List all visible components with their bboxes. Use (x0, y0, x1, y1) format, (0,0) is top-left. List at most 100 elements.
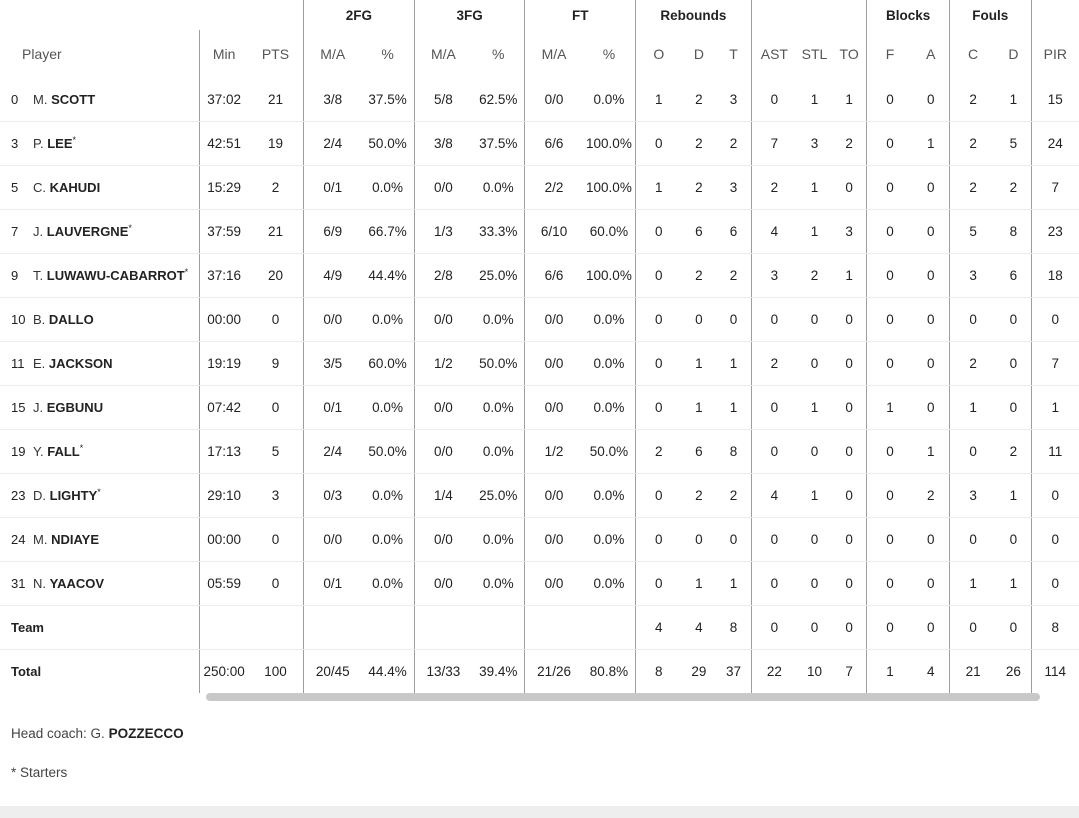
stat-blk-a: 1 (912, 121, 950, 166)
player-surname: YAACOV (49, 576, 105, 591)
player-name-link[interactable]: M. NDIAYE (33, 532, 99, 547)
horizontal-scrollbar[interactable] (206, 693, 1040, 701)
col-header-blk-f[interactable]: F (866, 30, 913, 78)
stat-fg2-pct: 60.0% (361, 341, 415, 386)
jersey-number: 23 (11, 488, 26, 503)
stat-foul-c: 3 (948, 473, 997, 518)
stat-stl: 1 (797, 385, 832, 430)
stat-reb-o: 8 (635, 649, 682, 693)
player-name-link[interactable]: T. LUWAWU-CABARROT* (33, 267, 188, 283)
col-header-blk-a[interactable]: A (926, 46, 936, 62)
stat-foul-c: 3 (948, 253, 997, 298)
col-header-min[interactable]: Min (199, 30, 248, 78)
col-header-2fg-ma[interactable]: M/A (303, 30, 362, 78)
player-name-link[interactable]: C. KAHUDI (33, 180, 100, 195)
stat-fg3-pct: 25.0% (472, 473, 525, 518)
col-header-player[interactable]: Player (22, 46, 62, 62)
stat-pts: 3 (247, 473, 304, 518)
group-header-empty (750, 0, 867, 30)
col-header-foul-d[interactable]: D (1008, 46, 1019, 62)
stat-pts: 0 (247, 561, 304, 606)
stat-reb-o: 0 (635, 341, 682, 386)
player-name-link[interactable]: M. SCOTT (33, 92, 95, 107)
player-row: 23 D. LIGHTY* 29:10 3 0/3 0.0% 1/4 25.0% 0/0 0.0%… (0, 473, 1079, 518)
stat-pir: 15 (1030, 78, 1079, 122)
stat-blk-f: 0 (866, 605, 913, 650)
player-name-link[interactable]: N. YAACOV (33, 576, 104, 591)
player-name-link[interactable]: B. DALLO (33, 312, 94, 327)
stat-fg2-pct: 66.7% (361, 209, 415, 254)
col-header-ft-ma[interactable]: M/A (524, 30, 583, 78)
jersey-number: 31 (11, 576, 26, 591)
stat-to: 2 (831, 121, 867, 166)
col-header-2fg-pct[interactable]: % (381, 46, 394, 62)
stat-blk-a: 0 (912, 341, 950, 386)
player-surname: LIGHTY (49, 488, 98, 503)
stat-min: 19:19 (199, 341, 248, 386)
head-coach-surname[interactable]: POZZECCO (108, 726, 184, 741)
box-score-table: 2FG 3FG FT Rebounds Blocks Fouls Player … (0, 0, 1079, 693)
player-name-link[interactable]: Y. FALL* (33, 443, 83, 459)
stat-blk-f: 0 (866, 209, 913, 254)
stat-fg3-pct: 0.0% (472, 429, 525, 474)
stat-reb-t: 2 (716, 253, 752, 298)
stat-reb-d: 6 (681, 209, 717, 254)
stat-foul-c: 2 (948, 341, 997, 386)
col-header-ast[interactable]: AST (750, 30, 798, 78)
jersey-number: 11 (11, 356, 25, 371)
stat-min: 29:10 (199, 473, 248, 518)
col-header-ft-pct[interactable]: % (602, 46, 616, 62)
stat-reb-d: 2 (681, 121, 717, 166)
stat-fg3-pct: 37.5% (472, 121, 525, 166)
player-initial: P. (33, 136, 44, 151)
stat-reb-d: 1 (681, 341, 717, 386)
stat-foul-d: 0 (996, 385, 1032, 430)
stat-reb-d: 6 (681, 429, 717, 474)
box-score-table-container: 2FG 3FG FT Rebounds Blocks Fouls Player … (0, 0, 1079, 693)
player-initial: C. (33, 180, 46, 195)
starter-marker: * (97, 487, 101, 497)
stat-reb-t: 8 (716, 429, 752, 474)
col-header-stl[interactable]: STL (801, 46, 828, 62)
stat-ast: 4 (750, 209, 798, 254)
stat-pts: 0 (247, 385, 304, 430)
stat-ast: 2 (750, 165, 798, 210)
player-name-link[interactable]: J. LAUVERGNE* (33, 223, 132, 239)
stat-blk-a: 0 (912, 165, 950, 210)
stat-pts: 20 (247, 253, 304, 298)
player-cell: 15 J. EGBUNU (0, 385, 200, 430)
player-name-link[interactable]: J. EGBUNU (33, 400, 103, 415)
stat-ft-ma: 0/0 (524, 385, 583, 430)
stat-ast: 0 (750, 561, 798, 606)
stat-reb-o: 0 (635, 385, 682, 430)
player-surname: EGBUNU (46, 400, 104, 415)
stat-min: 37:02 (199, 78, 248, 122)
stat-ft-pct: 0.0% (582, 561, 636, 606)
group-header-empty (1030, 0, 1079, 30)
player-surname: NDIAYE (51, 532, 100, 547)
stat-blk-f: 0 (866, 78, 913, 122)
stat-pir: 7 (1030, 165, 1079, 210)
col-header-reb-d[interactable]: D (693, 46, 704, 62)
stat-pir: 24 (1030, 121, 1079, 166)
stat-ast: 0 (750, 385, 798, 430)
jersey-number: 7 (11, 224, 19, 239)
col-header-pir[interactable]: PIR (1030, 30, 1079, 78)
stat-fg3-ma (413, 605, 473, 650)
stat-reb-o: 0 (635, 561, 682, 606)
col-header-3fg-pct[interactable]: % (492, 46, 505, 62)
col-header-to[interactable]: TO (839, 46, 859, 62)
col-header-pts[interactable]: PTS (261, 46, 290, 62)
player-name-link[interactable]: P. LEE* (33, 135, 76, 151)
team-row-label: Team (0, 605, 200, 650)
stat-reb-d: 1 (681, 385, 717, 430)
player-name-link[interactable]: D. LIGHTY* (33, 487, 101, 503)
stat-foul-d: 0 (996, 341, 1032, 386)
player-name-link[interactable]: E. JACKSON (33, 356, 113, 371)
player-row: 10 B. DALLO 00:00 0 0/0 0.0% 0/0 0.0% 0/0 0.0% 0 0 0… (0, 297, 1079, 342)
col-header-foul-c[interactable]: C (948, 30, 997, 78)
col-header-3fg-ma[interactable]: M/A (413, 30, 473, 78)
col-header-reb-o[interactable]: O (635, 30, 682, 78)
stat-blk-f: 0 (866, 121, 913, 166)
col-header-reb-t[interactable]: T (729, 46, 738, 62)
